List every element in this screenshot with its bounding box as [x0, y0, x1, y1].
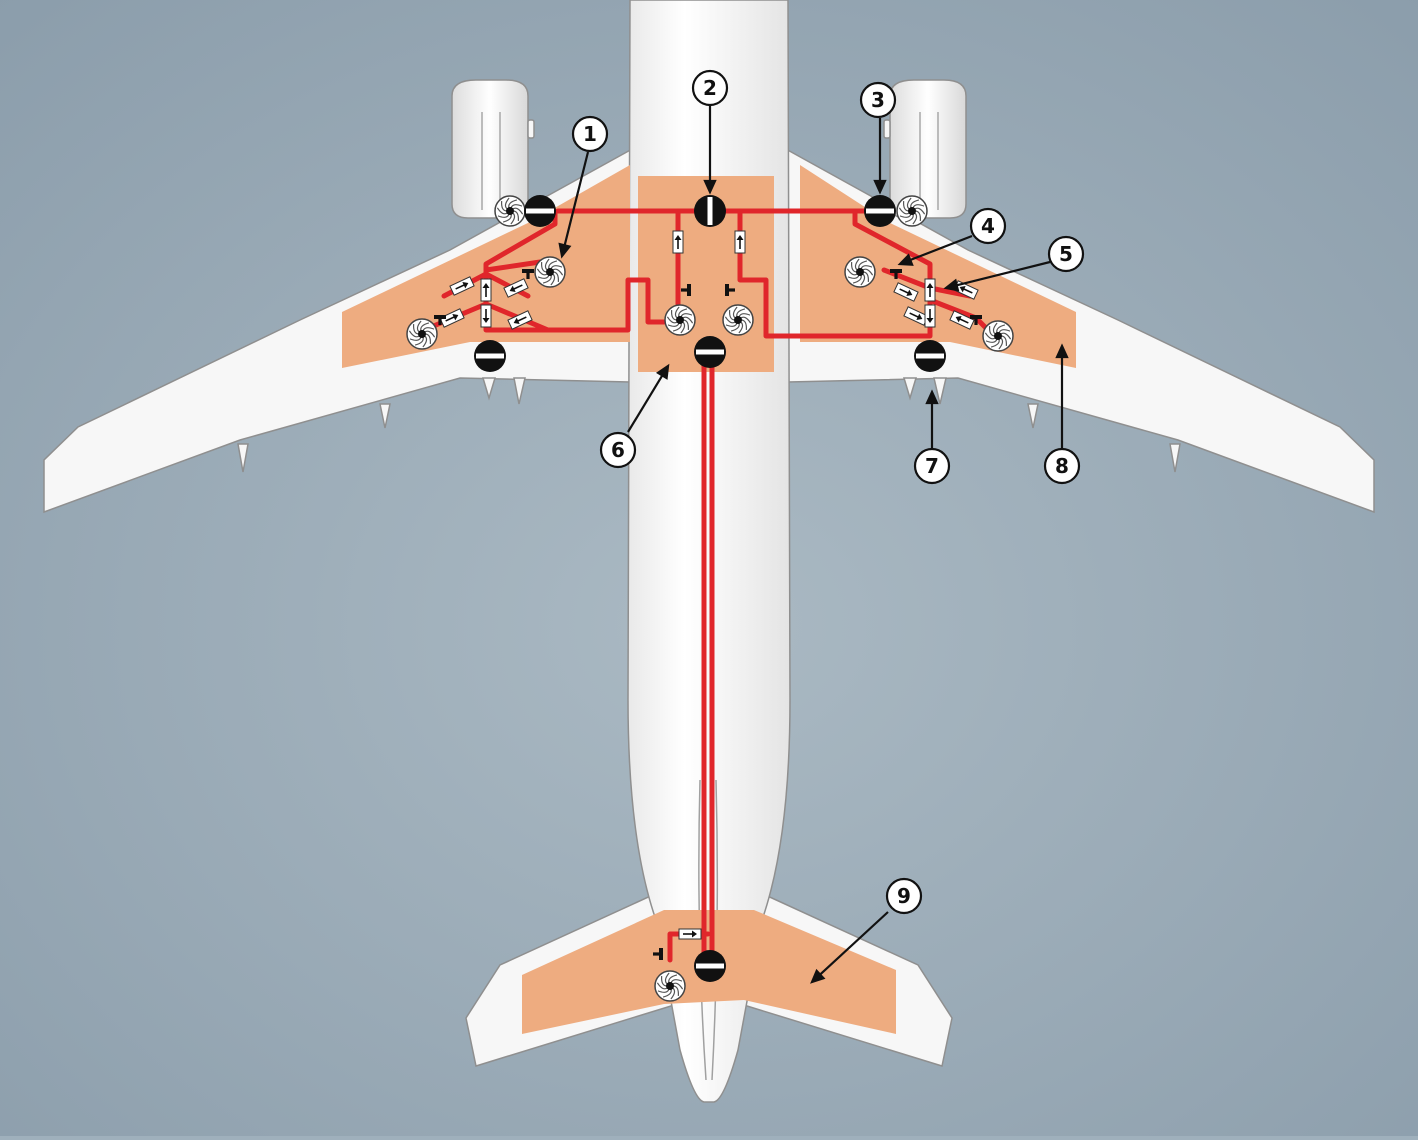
leader-arrow [925, 389, 939, 448]
leader-arrow [943, 260, 1051, 292]
turbine-pump-icon [494, 195, 526, 227]
right-engine [883, 79, 967, 219]
callout-9-label: 9 [897, 884, 911, 908]
leader-arrow [873, 118, 887, 195]
shutoff-valve-icon [694, 336, 726, 368]
turbine-pump-icon [654, 970, 686, 1002]
t-cap-icon [681, 284, 691, 296]
shutoff-valve-icon [694, 195, 726, 227]
leader-arrow [810, 911, 889, 984]
callout-2: 2 [691, 69, 729, 107]
check-valve-icon [924, 304, 936, 328]
callouts: 1 2 3 4 5 6 7 8 [571, 69, 1085, 915]
check-valve-icon [480, 304, 492, 328]
callout-6: 6 [599, 431, 637, 469]
check-valve-icon [893, 282, 919, 302]
t-caps [434, 269, 982, 960]
callout-4: 4 [969, 207, 1007, 245]
leader-arrow [558, 151, 590, 259]
t-cap-icon [725, 284, 735, 296]
callout-7: 7 [913, 447, 951, 485]
fuel-tanks [342, 165, 1076, 1034]
leader-arrow [703, 106, 717, 195]
t-cap-icon [970, 315, 982, 325]
check-valve-icon [903, 306, 929, 326]
shutoff-valve-icon [474, 340, 506, 372]
check-valve-icon [924, 278, 936, 302]
t-cap-icon [434, 315, 446, 325]
shutoff-valves [474, 195, 946, 982]
callout-7-label: 7 [925, 454, 939, 478]
callout-6-label: 6 [611, 438, 625, 462]
callout-8-label: 8 [1055, 454, 1069, 478]
t-cap-icon [522, 269, 534, 279]
check-valve-icon [672, 230, 684, 254]
right-wing [783, 146, 1375, 514]
turbine-pump-icon [844, 256, 876, 288]
t-cap-icon [890, 269, 902, 279]
check-valve-icon [503, 278, 529, 298]
callout-5: 5 [1047, 235, 1085, 273]
left-feed-line [483, 208, 681, 333]
leader-arrow [1055, 343, 1069, 448]
check-valve-icon [480, 278, 492, 302]
t-cap-icon [653, 948, 663, 960]
turbine-pump-icon [896, 195, 928, 227]
right-feed-line [737, 208, 933, 339]
check-valve-icon [507, 310, 533, 330]
turbine-pump-icon [534, 256, 566, 288]
center-cross-line [675, 208, 743, 233]
leader-arrow [627, 363, 670, 433]
turbine-pump-icon [406, 318, 438, 350]
left-stub [483, 259, 543, 273]
callout-1-label: 1 [583, 122, 597, 146]
callout-8: 8 [1043, 447, 1081, 485]
transfer-line [701, 349, 715, 963]
callout-4-label: 4 [981, 214, 995, 238]
check-valve-icon [734, 230, 746, 254]
shutoff-valve-icon [694, 950, 726, 982]
check-valve-icon [449, 276, 475, 296]
check-valve-icon [949, 310, 975, 330]
callout-2-label: 2 [703, 76, 717, 100]
callout-9: 9 [885, 877, 923, 915]
left-engine [451, 79, 535, 219]
flap-track-fairings [237, 377, 1181, 473]
leader-arrow [897, 234, 973, 266]
shutoff-valve-icon [914, 340, 946, 372]
turbine-pump-icon [722, 304, 754, 336]
callout-1: 1 [571, 115, 609, 153]
shutoff-valve-icon [864, 195, 896, 227]
shutoff-valve-icon [524, 195, 556, 227]
turbine-pump-icon [982, 320, 1014, 352]
callout-3: 3 [859, 81, 897, 119]
callout-5-label: 5 [1059, 242, 1073, 266]
callout-3-label: 3 [871, 88, 885, 112]
callout-leaders [558, 106, 1069, 984]
check-valve-icon [439, 308, 465, 328]
turbine-pump-icon [664, 304, 696, 336]
fuel-lines [421, 208, 997, 963]
check-valve-icon [678, 928, 702, 940]
